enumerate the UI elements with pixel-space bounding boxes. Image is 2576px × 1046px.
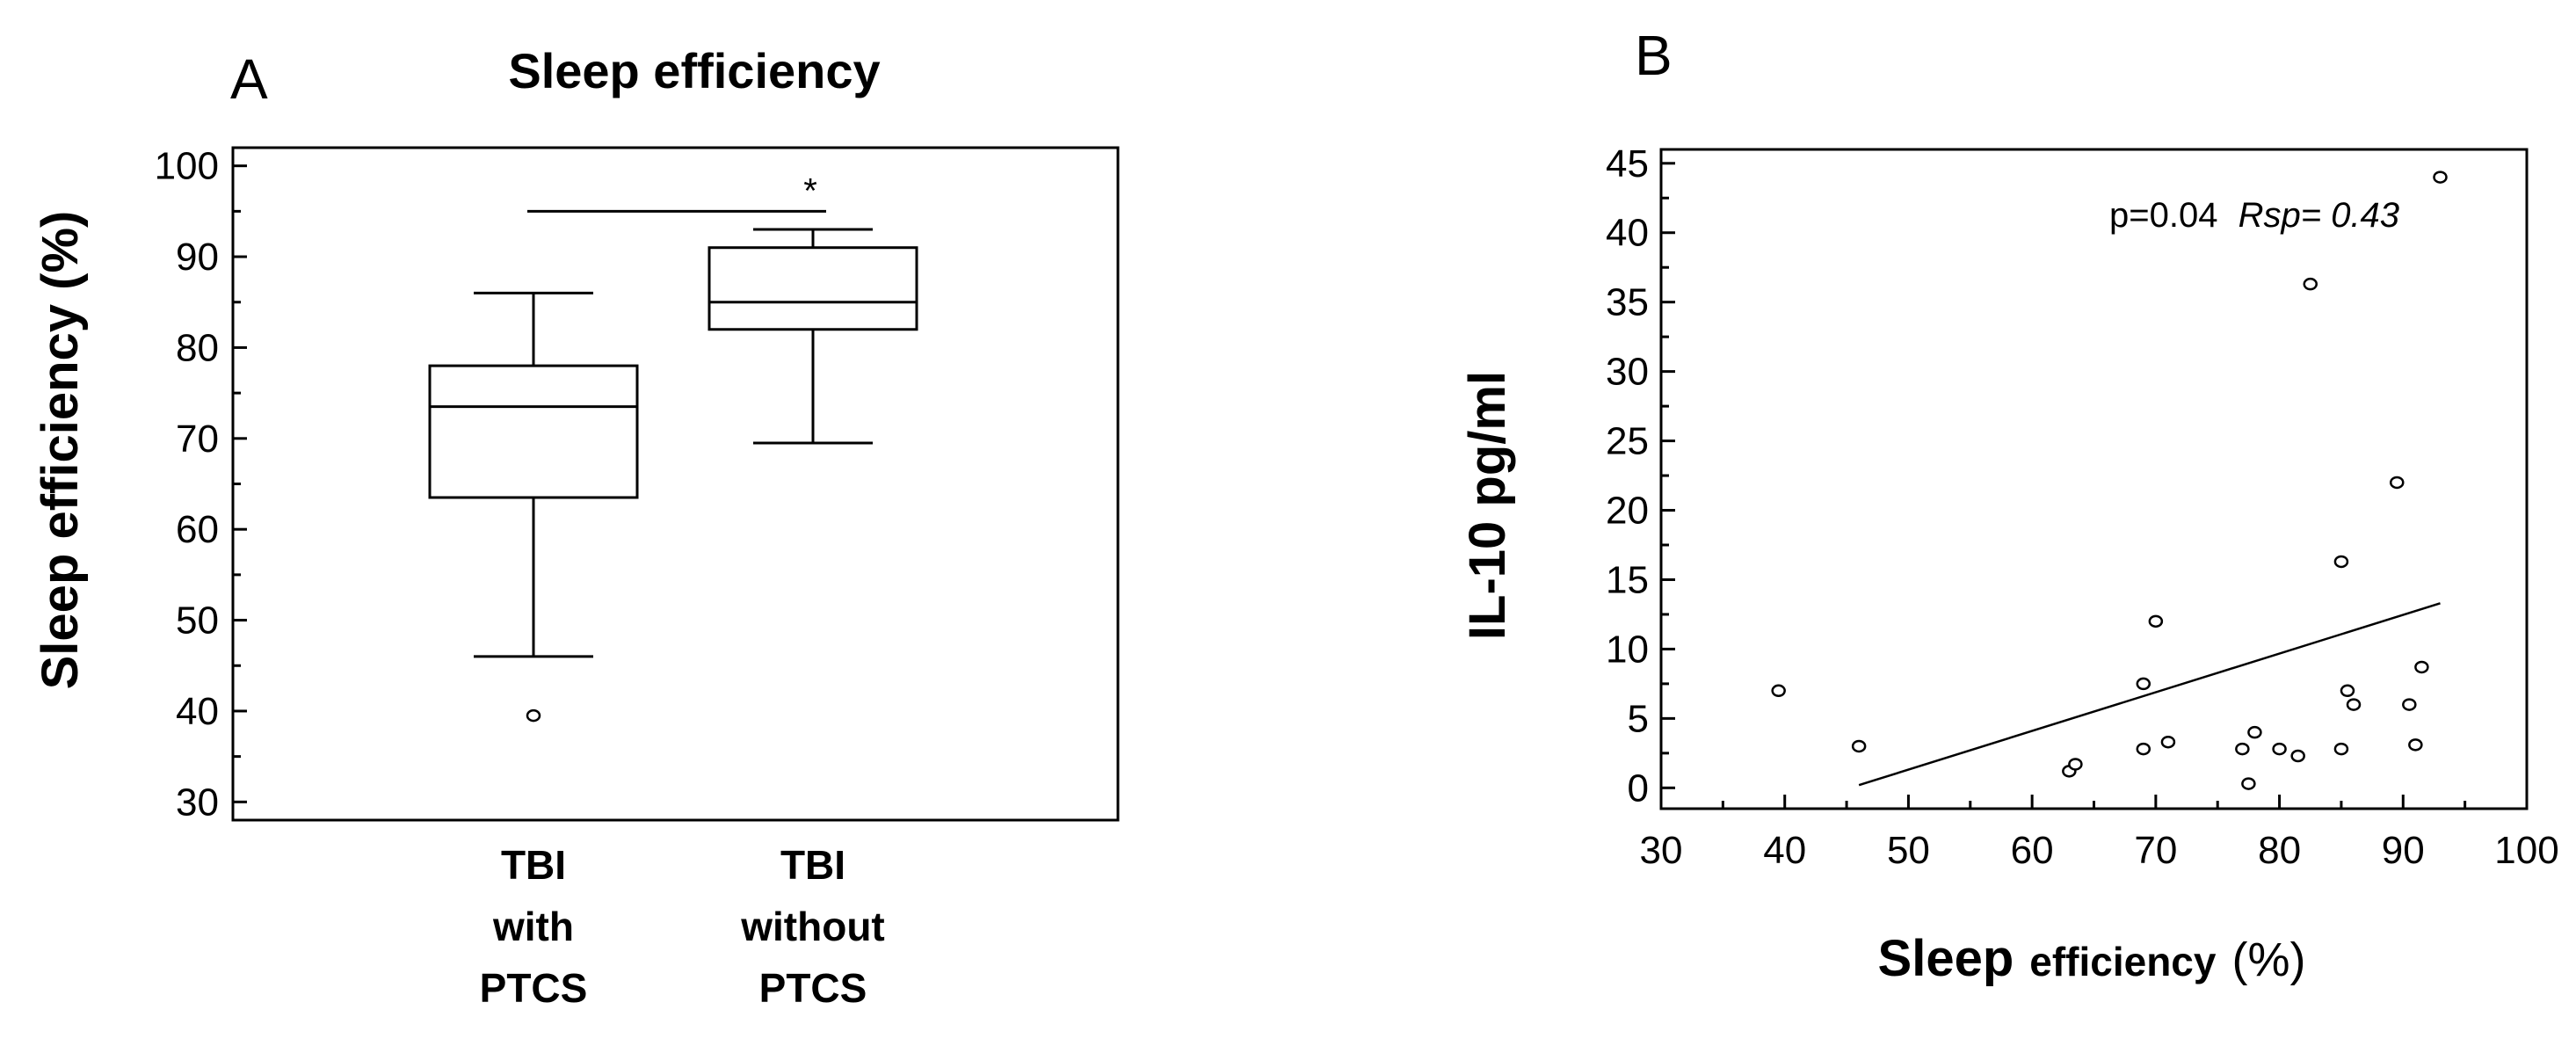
category-label-line: without: [740, 904, 885, 949]
y-tick-label: 40: [1606, 212, 1649, 255]
panel-b-points: [1771, 171, 2448, 790]
scatter-point: [2333, 555, 2349, 569]
panel-a-category-labels: TBI with PTCS TBI without PTCS: [480, 842, 885, 1011]
scatter-point: [2346, 698, 2362, 711]
x-tick-label: 80: [2258, 829, 2301, 872]
x-label-word-2: efficiency: [2029, 939, 2217, 984]
scatter-point: [1851, 739, 1867, 753]
outlier-point: [526, 708, 541, 723]
scatter-point: [2068, 758, 2083, 771]
y-tick-label: 60: [176, 508, 219, 551]
scatter-point: [2247, 725, 2262, 739]
panel-b-annotation: p=0.04 Rsp= 0.43: [2109, 196, 2399, 235]
y-tick-label: 35: [1606, 281, 1649, 324]
x-tick-label: 40: [1763, 829, 1806, 872]
panel-a-letter: A: [230, 47, 268, 111]
panel-b: B IL-10 pg/ml 0 5 10 15 20 25 30 35 40 45 30 40 50 6…: [1459, 24, 2559, 987]
panel-a: A Sleep efficiency Sleep efficiency (%) …: [32, 43, 1120, 1011]
trend-line: [1858, 602, 2441, 787]
y-tick-label: 20: [1606, 490, 1649, 533]
scatter-point: [2333, 742, 2349, 756]
x-tick-label: 60: [2011, 829, 2054, 872]
y-tick-label: 25: [1606, 420, 1649, 463]
y-tick-label: 70: [176, 418, 219, 461]
panel-b-y-ticks: 0 5 10 15 20 25 30 35 40 45: [1606, 142, 1675, 810]
panel-a-significance: *: [527, 171, 826, 213]
scatter-point: [2272, 742, 2287, 756]
x-tick-label: 30: [1640, 829, 1683, 872]
y-tick-label: 5: [1628, 697, 1649, 740]
category-label-line: with: [492, 904, 574, 949]
category-label-line: TBI: [501, 842, 566, 888]
scatter-point: [2136, 742, 2152, 756]
iqr-box: [428, 364, 639, 499]
scatter-point: [2414, 660, 2429, 674]
panel-a-plot-frame: [231, 146, 1120, 822]
panel-a-title: Sleep efficiency: [508, 43, 880, 98]
panel-b-x-ticks: 30 40 50 60 70 80 90 100: [1640, 795, 2559, 872]
x-label-word-1: Sleep: [1878, 930, 2014, 987]
scatter-point: [2148, 614, 2164, 628]
y-tick-label: 50: [176, 599, 219, 643]
category-label-line: PTCS: [759, 965, 867, 1011]
y-tick-label: 30: [1606, 351, 1649, 394]
x-tick-label: 50: [1887, 829, 1930, 872]
category-label: TBI with PTCS: [480, 842, 588, 1011]
scatter-point: [2303, 277, 2318, 291]
y-tick-label: 100: [155, 145, 219, 188]
scatter-point: [2402, 698, 2417, 711]
scatter-point: [2340, 684, 2355, 698]
panel-b-y-axis-label: IL-10 pg/ml: [1459, 371, 1516, 640]
y-tick-label: 80: [176, 326, 219, 369]
x-tick-label: 90: [2382, 829, 2425, 872]
scatter-point: [2136, 677, 2152, 691]
y-tick-label: 40: [176, 690, 219, 733]
y-tick-label: 90: [176, 236, 219, 279]
y-tick-label: 10: [1606, 628, 1649, 671]
category-label-line: TBI: [780, 842, 845, 888]
y-tick-label: 30: [176, 781, 219, 824]
scatter-point: [1771, 684, 1786, 698]
box-1: [428, 291, 639, 723]
significance-asterisk: *: [803, 171, 817, 210]
y-tick-label: 45: [1606, 142, 1649, 185]
y-tick-label: 0: [1628, 766, 1649, 810]
iqr-box: [707, 246, 918, 331]
panel-b-letter: B: [1635, 24, 1673, 87]
spearman-r: Rsp= 0.43: [2239, 196, 2399, 235]
x-tick-label: 70: [2134, 829, 2177, 872]
panel-a-y-axis-label: Sleep efficiency (%): [32, 211, 89, 690]
category-label: TBI without PTCS: [740, 842, 885, 1011]
scatter-point: [2390, 476, 2405, 490]
panel-a-y-ticks: 30 40 50 60 70 80 90 100: [155, 145, 247, 824]
p-value: p=0.04: [2109, 196, 2217, 235]
scatter-point: [2408, 738, 2423, 752]
category-label-line: PTCS: [480, 965, 588, 1011]
scatter-point: [2290, 749, 2305, 763]
x-label-unit: (%): [2231, 933, 2305, 986]
scatter-point: [2241, 777, 2256, 790]
panel-b-x-axis-label: Sleep efficiency (%): [1878, 930, 2306, 987]
y-tick-label: 15: [1606, 558, 1649, 601]
scatter-point: [2160, 735, 2176, 749]
x-tick-label: 100: [2494, 829, 2558, 872]
panel-a-boxes: [428, 228, 918, 723]
box-2: [707, 228, 918, 445]
scatter-point: [2235, 742, 2250, 756]
scatter-point: [2433, 171, 2448, 184]
